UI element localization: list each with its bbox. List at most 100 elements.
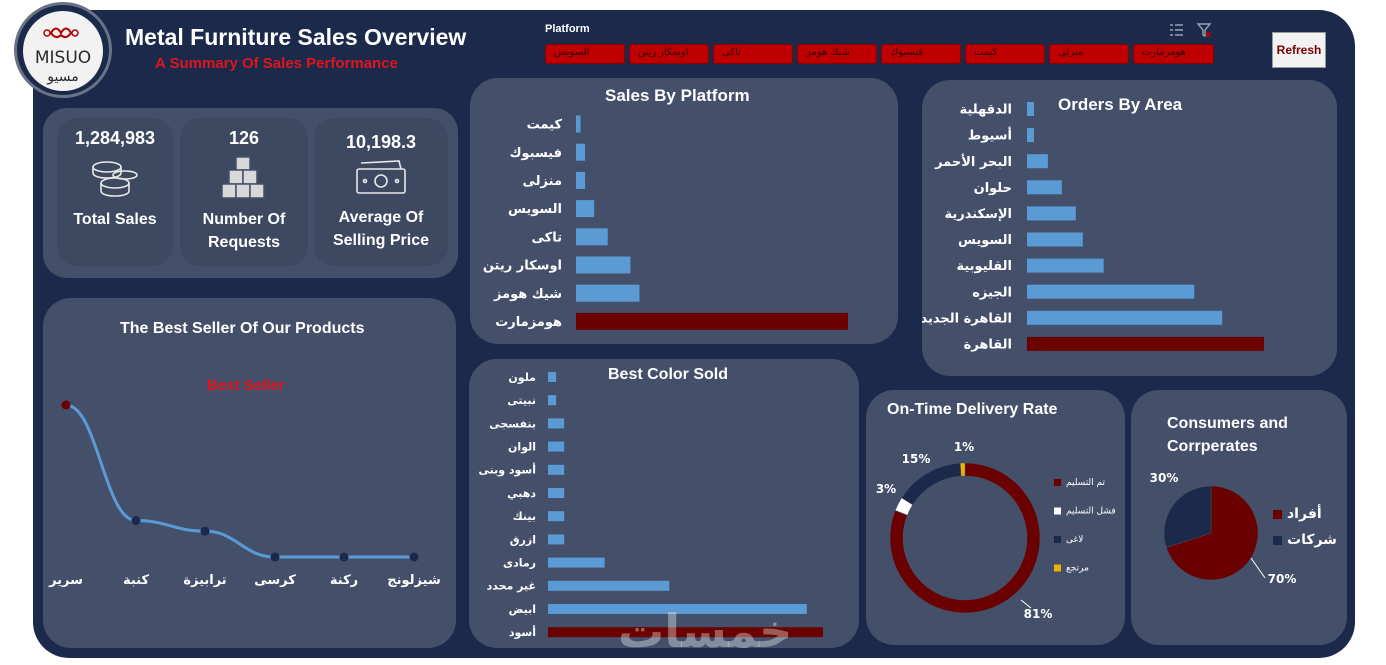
platform-slicer-item[interactable]: شيك هومز bbox=[797, 44, 877, 64]
watermark: خمسات bbox=[618, 605, 793, 657]
kpi-total-sales: 1,284,983 Total Sales bbox=[57, 118, 173, 266]
clear-filter-icon[interactable] bbox=[1196, 22, 1212, 38]
bar bbox=[576, 115, 581, 133]
orders-by-area-chart: الدقهلية أسيوط البحر الأحمر حلوان الإسكندرية… bbox=[922, 102, 1264, 352]
bar bbox=[1027, 258, 1104, 273]
category-label: كنبة bbox=[123, 573, 149, 588]
chart-title: Consumers and Corrperates bbox=[1167, 412, 1288, 458]
bar bbox=[576, 171, 586, 189]
consumers-panel: Consumers and Corrperates 70% 30% أفراد شرك… bbox=[1131, 390, 1347, 645]
category-label: ازرق bbox=[510, 533, 536, 546]
bar bbox=[548, 557, 605, 568]
pie-slice bbox=[1165, 485, 1259, 581]
refresh-button[interactable]: Refresh bbox=[1272, 32, 1326, 68]
category-label: القاهرة bbox=[964, 337, 1012, 352]
category-label: ترابيزة bbox=[183, 573, 226, 588]
kpi-average-selling-price: 10,198.3 Average Of Selling Price bbox=[314, 118, 448, 266]
legend-swatch bbox=[1054, 507, 1061, 515]
bar bbox=[1027, 284, 1195, 299]
bar bbox=[548, 464, 565, 475]
boxes-icon bbox=[221, 156, 265, 199]
category-label: ابيض bbox=[509, 603, 536, 616]
kpi-value: 1,284,983 bbox=[74, 128, 156, 148]
delivery-rate-chart: 81% 3% 15% 1% تم التسليم فشل التسليم لاغى مرتجع bbox=[876, 440, 1116, 621]
data-point bbox=[270, 552, 280, 562]
consumers-chart: 70% 30% أفراد شركات bbox=[1150, 471, 1337, 586]
bar bbox=[548, 372, 557, 382]
category-label: حلوان bbox=[974, 181, 1012, 196]
category-label: كيمت bbox=[527, 118, 563, 133]
platform-slicer-item[interactable]: كيمت bbox=[965, 44, 1045, 64]
platform-slicer-item[interactable]: فيسبوك bbox=[881, 44, 961, 64]
best-color-chart: ملون نبيتى بنفسجى الوان أسود وبنى دهبي بينك ازر… bbox=[478, 371, 823, 639]
kpi-label: Average Of Selling Price bbox=[332, 209, 430, 249]
logo-mark: MISUO مسيو bbox=[35, 27, 91, 85]
value-label: 70% bbox=[1268, 572, 1297, 586]
logo: MISUO مسيو bbox=[14, 2, 112, 98]
category-label: القليوبية bbox=[956, 259, 1012, 274]
category-label: دهبي bbox=[507, 487, 536, 500]
pie-slice bbox=[889, 462, 1041, 614]
bar bbox=[1027, 310, 1223, 325]
legend-swatch bbox=[1273, 536, 1282, 545]
best-seller-annotation: Best Seller bbox=[207, 377, 285, 394]
bar bbox=[576, 200, 595, 218]
pie-slice bbox=[901, 462, 962, 506]
category-label: أسود bbox=[509, 625, 536, 639]
category-label: أسود وبنى bbox=[478, 463, 536, 477]
chart-title-line: Corrperates bbox=[1167, 438, 1258, 455]
category-label: هومزمارت bbox=[495, 315, 562, 330]
legend-label: مرتجع bbox=[1066, 564, 1089, 574]
chart-title: The Best Seller Of Our Products bbox=[120, 320, 365, 337]
platform-slicer-label: Platform bbox=[545, 23, 590, 35]
page-title: Metal Furniture Sales Overview bbox=[125, 24, 467, 50]
bar bbox=[1027, 154, 1048, 169]
category-label: بنفسجى bbox=[489, 417, 536, 430]
legend-label: تم التسليم bbox=[1066, 478, 1106, 488]
orders-by-area-panel: Orders By Area الدقهلية أسيوط البحر الأحمر… bbox=[922, 80, 1337, 376]
category-label: سرير bbox=[48, 573, 83, 588]
logo-text-en: MISUO bbox=[35, 48, 91, 68]
platform-slicer-item[interactable]: هومزمارت bbox=[1133, 44, 1214, 64]
legend-label: فشل التسليم bbox=[1066, 507, 1116, 517]
platform-slicer-item[interactable]: منزلى bbox=[1049, 44, 1129, 64]
category-label: كرسى bbox=[254, 573, 296, 588]
data-point bbox=[339, 552, 349, 562]
data-point bbox=[61, 400, 71, 410]
leader-line bbox=[1250, 557, 1266, 579]
category-label: فيسبوك bbox=[510, 146, 562, 161]
chart-title: Best Color Sold bbox=[608, 366, 729, 383]
category-label: الوان bbox=[508, 440, 536, 453]
bar bbox=[548, 511, 565, 522]
delivery-rate-panel: On-Time Delivery Rate 81% 3% 15% 1% تم التسل… bbox=[866, 390, 1125, 645]
bar bbox=[1027, 206, 1076, 221]
bar bbox=[1027, 128, 1034, 143]
best-color-panel: Best Color Sold ملون نبيتى بنفسجى الوان أسود… bbox=[469, 359, 859, 648]
data-point bbox=[131, 516, 141, 526]
category-label: رمادى bbox=[503, 556, 536, 569]
sales-by-platform-panel: Sales By Platform كيمت فيسبوك منزلى السويس ت… bbox=[470, 78, 898, 344]
bar bbox=[576, 312, 848, 330]
multi-select-icon[interactable] bbox=[1168, 22, 1184, 38]
coins-icon bbox=[92, 161, 138, 197]
category-label: القاهرة الجديدة bbox=[922, 311, 1012, 326]
chart-title: On-Time Delivery Rate bbox=[887, 401, 1058, 418]
chart-title-line: Consumers and bbox=[1167, 415, 1288, 432]
page-subtitle: A Summary Of Sales Performance bbox=[155, 55, 398, 72]
legend-swatch bbox=[1054, 564, 1061, 572]
bar bbox=[548, 534, 565, 545]
bar bbox=[576, 228, 608, 246]
category-label: بينك bbox=[513, 510, 536, 523]
bar bbox=[576, 256, 631, 274]
platform-slicer-item[interactable]: اوسكار ريتن bbox=[629, 44, 709, 64]
data-point bbox=[200, 526, 210, 536]
best-seller-panel: The Best Seller Of Our Products Best Sel… bbox=[43, 298, 456, 648]
bar bbox=[548, 395, 557, 406]
category-label: الدقهلية bbox=[960, 103, 1012, 118]
kpi-value: 10,198.3 bbox=[345, 132, 417, 152]
platform-slicer-item[interactable]: السويس bbox=[545, 44, 625, 64]
category-label: أسيوط bbox=[968, 127, 1012, 144]
cash-icon bbox=[356, 160, 406, 194]
bar bbox=[548, 418, 565, 429]
platform-slicer-item[interactable]: تاكى bbox=[713, 44, 793, 64]
